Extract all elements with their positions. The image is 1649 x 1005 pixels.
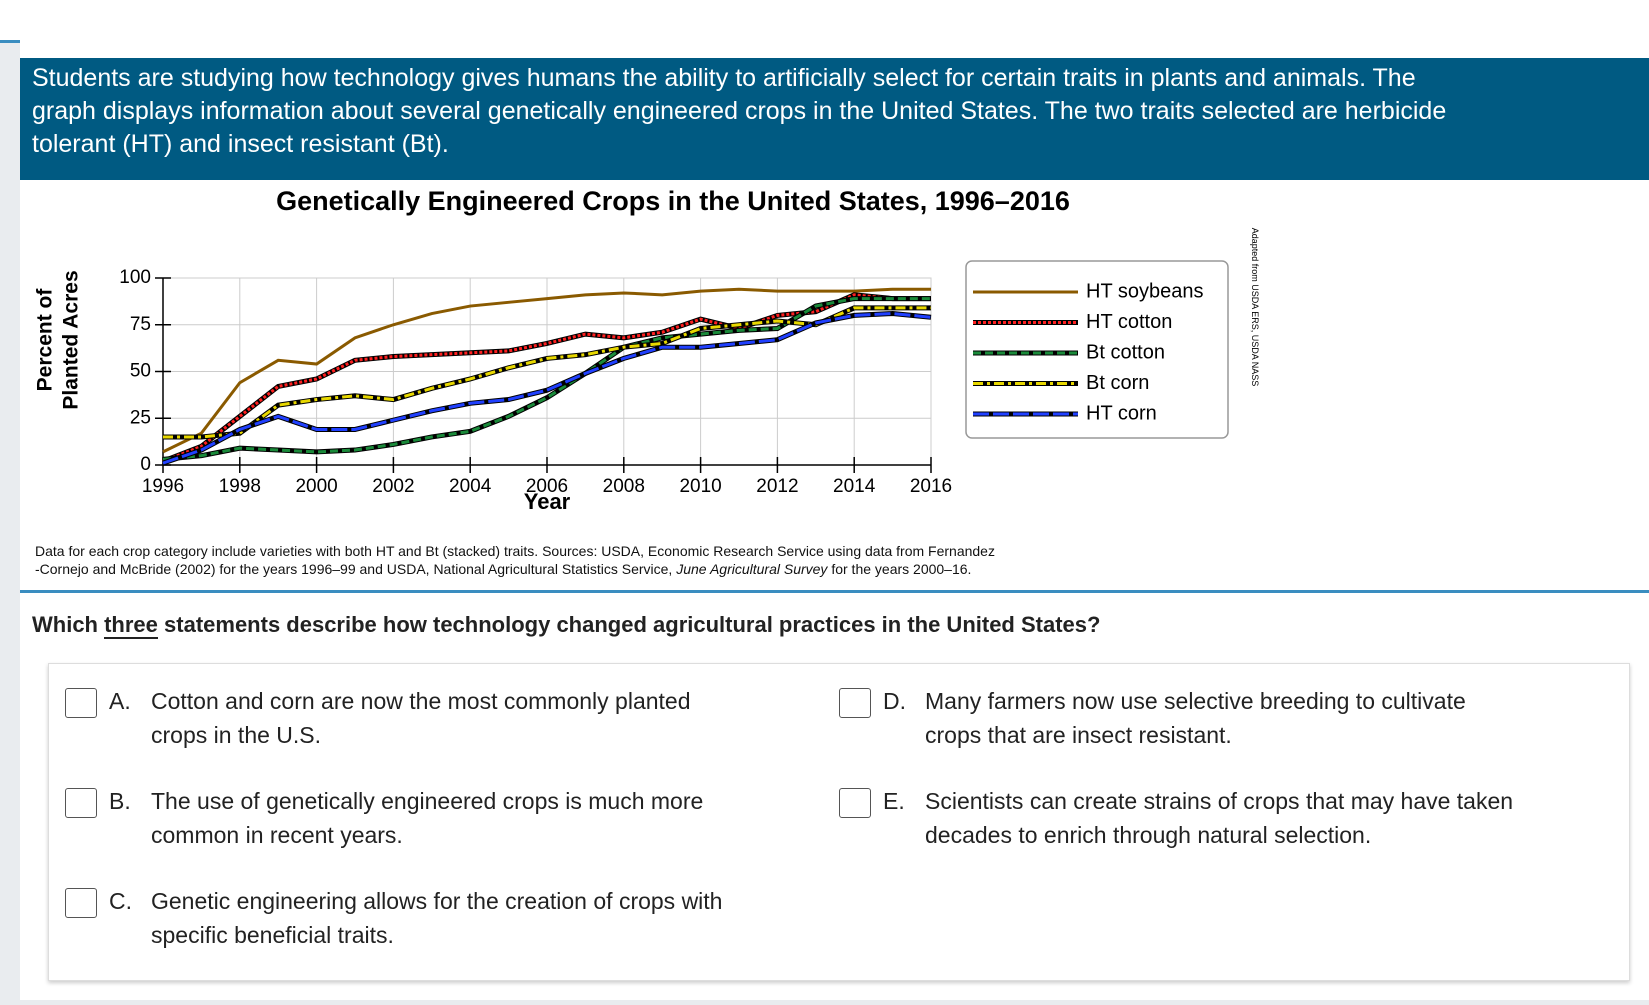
option-line: Scientists can create strains of crops t… (925, 788, 1514, 814)
x-tick-label: 2002 (372, 476, 414, 497)
option-line: common in recent years. (151, 822, 403, 848)
footnote: Data for each crop category include vari… (35, 542, 995, 578)
checkbox[interactable] (65, 788, 97, 818)
x-tick-label: 2016 (910, 476, 952, 497)
legend-label: HT cotton (1086, 311, 1172, 333)
option-text: Cotton and corn are now the most commonl… (151, 684, 691, 752)
x-tick-label: 1996 (142, 476, 184, 497)
option-letter: A. (109, 688, 131, 714)
option-letter: C. (109, 888, 132, 914)
question-emphasis: three (104, 612, 158, 639)
y-axis-label: Planted Acres (60, 270, 83, 409)
legend-label: Bt cotton (1086, 341, 1165, 363)
option-line: crops that are insect resistant. (925, 722, 1232, 748)
option-text: The use of genetically engineered crops … (151, 784, 703, 852)
legend-box (965, 260, 1229, 439)
passage: Students are studying how technology giv… (20, 58, 1649, 180)
chart-title: Genetically Engineered Crops in the Unit… (276, 186, 1070, 216)
question: Which three statements describe how tech… (32, 612, 1101, 639)
legend-label: HT soybeans (1086, 280, 1203, 302)
checkbox[interactable] (839, 788, 871, 818)
chart: Genetically Engineered Crops in the Unit… (34, 186, 1260, 514)
option-line: Cotton and corn are now the most commonl… (151, 688, 691, 714)
legend-label: Bt corn (1086, 372, 1149, 394)
x-tick-label: 2006 (526, 476, 568, 497)
checkbox[interactable] (839, 688, 871, 718)
option-line: Many farmers now use selective breeding … (925, 688, 1466, 714)
footnote-line: -Cornejo and McBride (2002) for the year… (35, 560, 995, 578)
question-text: statements describe how technology chang… (157, 612, 1101, 637)
options: A. Cotton and corn are now the most commo… (48, 663, 1630, 981)
y-tick-label: 100 (119, 267, 151, 288)
y-axis-label: Percent of (34, 288, 57, 392)
x-tick-label: 2008 (603, 476, 645, 497)
y-tick-label: 25 (130, 407, 151, 428)
x-tick-label: 2014 (833, 476, 876, 497)
option-line: Genetic engineering allows for the creat… (151, 888, 723, 914)
footnote-line: Data for each crop category include vari… (35, 543, 995, 559)
checkbox[interactable] (65, 688, 97, 718)
question-text: Which (32, 612, 105, 637)
option-letter: E. (883, 788, 905, 814)
option-line: The use of genetically engineered crops … (151, 788, 704, 814)
x-tick-label: 1998 (219, 476, 261, 497)
y-tick-label: 75 (130, 314, 151, 335)
option-letter: B. (109, 788, 131, 814)
passage-line: graph displays information about several… (32, 97, 1447, 125)
source-note: Adapted from USDA ERS, USDA NASS (1250, 228, 1260, 387)
x-axis-label: Year (524, 489, 571, 514)
legend-label: HT corn (1086, 402, 1157, 424)
y-tick-label: 50 (130, 361, 151, 382)
footnote-italic: June Agricultural Survey (676, 561, 828, 577)
footnote-text: -Cornejo and McBride (2002) for the year… (35, 561, 677, 577)
series-outline (162, 296, 931, 462)
x-tick-label: 2010 (679, 476, 721, 497)
option-text: Many farmers now use selective breeding … (925, 684, 1466, 752)
series-line (163, 306, 931, 439)
option-letter: D. (883, 688, 906, 714)
series-line (162, 287, 931, 454)
footnote-text: for the years 2000–16. (827, 561, 972, 577)
x-tick-label: 2000 (295, 476, 337, 497)
series-line (162, 312, 932, 465)
passage-line: Students are studying how technology giv… (32, 64, 1416, 92)
option-line: decades to enrich through natural select… (925, 822, 1372, 848)
option-text: Genetic engineering allows for the creat… (151, 884, 722, 952)
divider (20, 590, 1649, 593)
y-tick-label: 0 (140, 454, 151, 475)
x-tick-label: 2004 (449, 476, 492, 497)
checkbox[interactable] (65, 888, 97, 918)
passage-line: tolerant (HT) and insect resistant (Bt). (32, 130, 449, 158)
option-text: Scientists can create strains of crops t… (925, 784, 1513, 852)
x-tick-label: 2012 (756, 476, 798, 497)
option-line: crops in the U.S. (151, 722, 322, 748)
option-line: specific beneficial traits. (151, 922, 394, 948)
